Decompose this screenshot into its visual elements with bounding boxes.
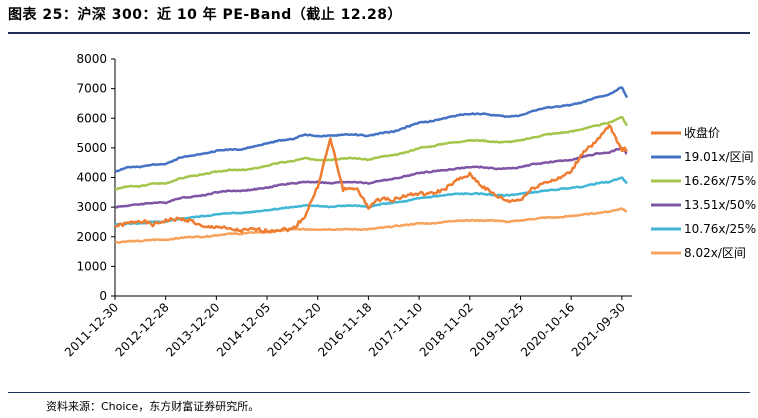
legend-label: 收盘价 [684, 125, 720, 140]
y-tick-label: 7000 [76, 82, 107, 96]
y-tick-label: 6000 [76, 111, 107, 125]
source-rule [8, 392, 750, 393]
figure-title: 图表 25：沪深 300：近 10 年 PE-Band（截止 12.28） [8, 7, 402, 23]
series-line-4 [114, 176, 628, 227]
y-tick-label: 1000 [76, 259, 107, 273]
y-tick-label: 8000 [76, 52, 107, 66]
legend-label: 19.01x/区间 [684, 150, 754, 164]
series-line-1 [114, 86, 629, 173]
series-line-0 [114, 124, 628, 234]
title-rule [8, 32, 750, 34]
y-tick-label: 4000 [76, 171, 107, 185]
x-tick-label: 2021-09-30 [569, 300, 628, 359]
y-tick-label: 3000 [76, 200, 107, 214]
source-note: 资料来源：Choice，东方财富证券研究所。 [46, 400, 260, 413]
legend-label: 10.76x/25% [684, 222, 756, 236]
legend-label: 16.26x/75% [684, 174, 756, 188]
y-tick-label: 5000 [76, 141, 107, 155]
pe-band-chart: 0100020003000400050006000700080002011-12… [62, 52, 756, 359]
y-tick-label: 2000 [76, 230, 107, 244]
legend-label: 13.51x/50% [684, 198, 756, 212]
series-line-5 [114, 207, 628, 244]
series-line-2 [115, 115, 628, 191]
series-line-3 [114, 146, 628, 209]
y-tick-label: 0 [99, 289, 107, 303]
legend-label: 8.02x/区间 [684, 246, 746, 260]
